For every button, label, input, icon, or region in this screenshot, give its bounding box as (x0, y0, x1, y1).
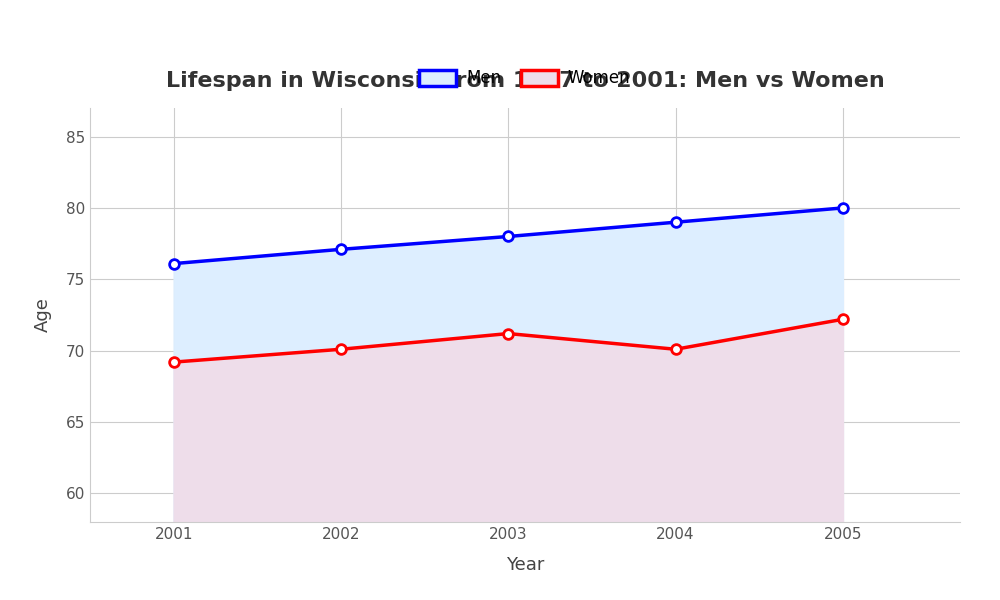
Men (670, 218, 682, 226)
Line: Women: Women (169, 314, 848, 367)
Women (168, 359, 180, 366)
Women (837, 316, 849, 323)
X-axis label: Year: Year (506, 556, 544, 574)
Men (168, 260, 180, 267)
Women (670, 346, 682, 353)
Men (335, 246, 347, 253)
Women (335, 346, 347, 353)
Men (502, 233, 514, 240)
Y-axis label: Age: Age (34, 298, 52, 332)
Women (502, 330, 514, 337)
Title: Lifespan in Wisconsin from 1977 to 2001: Men vs Women: Lifespan in Wisconsin from 1977 to 2001:… (166, 71, 884, 91)
Line: Men: Men (169, 203, 848, 268)
Men (837, 205, 849, 212)
Legend: Men, Women: Men, Women (413, 62, 637, 94)
